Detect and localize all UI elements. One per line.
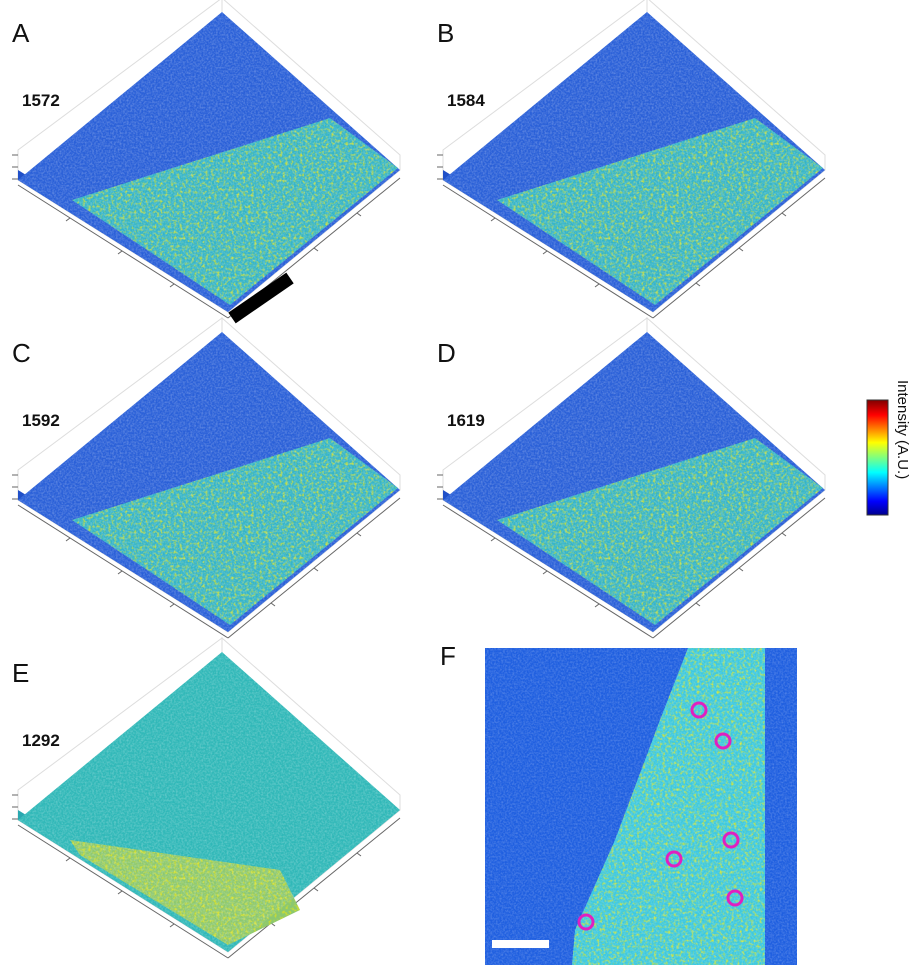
marker <box>665 850 683 868</box>
surface-panel: E 1292 <box>12 636 401 959</box>
axis-tick <box>313 567 319 572</box>
axis-tick <box>65 537 71 542</box>
wavenumber-label: 1592 <box>22 411 60 430</box>
surface-panel: A 1572 <box>12 0 401 324</box>
axis-tick <box>117 250 123 255</box>
axis-tick <box>542 570 548 575</box>
axis-tick <box>117 570 123 575</box>
axis-tick <box>270 602 276 607</box>
axis-tick <box>781 532 787 537</box>
axis-tick <box>169 603 175 608</box>
axis-tick <box>781 212 787 217</box>
surface-texture <box>18 12 400 312</box>
surface-texture <box>443 12 825 312</box>
surface-panel: C 1592 <box>12 316 401 639</box>
image-region-noise <box>572 648 765 965</box>
axis-tick <box>542 250 548 255</box>
axis-tick <box>594 283 600 288</box>
wavenumber-label: 1619 <box>447 411 485 430</box>
axis-tick <box>594 603 600 608</box>
scale-bar <box>228 272 294 324</box>
surface-panel: B 1584 <box>437 0 826 319</box>
panel-letter: B <box>437 18 454 48</box>
axis-edge <box>442 184 654 319</box>
marker <box>577 913 595 931</box>
wavenumber-label: 1584 <box>447 91 485 110</box>
marker <box>726 889 744 907</box>
axis-tick <box>490 217 496 222</box>
surface-texture <box>18 332 400 632</box>
panel-letter: A <box>12 18 30 48</box>
axis-tick <box>117 890 123 895</box>
surface-panel: D 1619 <box>437 316 826 639</box>
axis-tick <box>356 852 362 857</box>
marker-group <box>577 701 744 931</box>
axis-edge <box>17 184 229 319</box>
axis-edge <box>17 504 229 639</box>
wavenumber-label: 1292 <box>22 731 60 750</box>
axis-edge <box>17 824 229 959</box>
panel-letter: E <box>12 658 29 688</box>
axis-tick <box>695 282 701 287</box>
colorbar-label: Intensity (A.U.) <box>894 380 911 479</box>
axis-tick <box>65 857 71 862</box>
panel-letter: C <box>12 338 31 368</box>
surface-texture <box>18 652 400 952</box>
axis-edge <box>442 504 654 639</box>
image-panel: F <box>440 641 797 965</box>
axis-tick <box>695 602 701 607</box>
wavenumber-label: 1572 <box>22 91 60 110</box>
colorbar-gradient <box>866 399 889 516</box>
colorbar: Intensity (A.U.) <box>866 380 911 516</box>
axis-tick <box>738 247 744 252</box>
marker <box>722 831 740 849</box>
marker <box>690 701 708 719</box>
axis-tick <box>313 247 319 252</box>
axis-tick <box>65 217 71 222</box>
axis-tick <box>356 212 362 217</box>
axis-tick <box>356 532 362 537</box>
surface-texture <box>443 332 825 632</box>
axis-tick <box>313 887 319 892</box>
axis-tick <box>169 923 175 928</box>
scale-bar <box>492 940 549 948</box>
axis-tick <box>738 567 744 572</box>
panel-letter: F <box>440 641 456 671</box>
panel-letter: D <box>437 338 456 368</box>
marker <box>714 732 732 750</box>
axis-tick <box>169 283 175 288</box>
axis-tick <box>490 537 496 542</box>
